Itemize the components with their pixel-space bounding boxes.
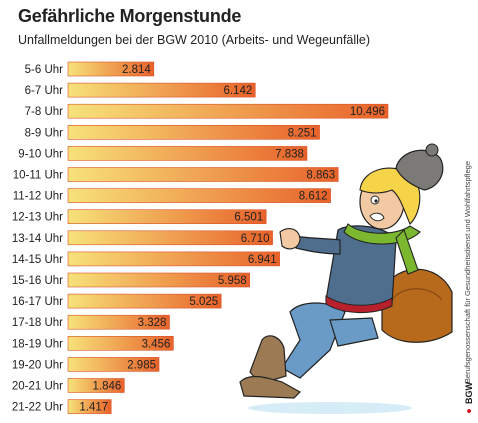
- bar: [67, 335, 174, 351]
- value-label: 5.025: [189, 296, 218, 308]
- bar: [67, 125, 320, 140]
- value-label: 6.941: [248, 254, 277, 266]
- bar: [67, 314, 170, 330]
- value-label: 3.328: [138, 317, 167, 329]
- chart-title: Gefährliche Morgenstunde: [18, 6, 242, 26]
- bar: [67, 188, 331, 203]
- category-label: 10-11 Uhr: [13, 170, 63, 182]
- category-label: 12-13 Uhr: [12, 212, 63, 224]
- bar: [67, 61, 155, 77]
- value-label: 6.501: [234, 212, 263, 224]
- bar: [67, 103, 389, 119]
- category-label: 15-16 Uhr: [12, 275, 63, 287]
- category-label: 8-9 Uhr: [25, 127, 64, 139]
- value-label: 2.985: [127, 359, 156, 371]
- category-label: 16-17 Uhr: [12, 296, 63, 308]
- value-label: 6.142: [223, 85, 252, 97]
- value-label: 7.838: [275, 148, 304, 160]
- credit-text: Berufsgenossenschaft für Gesundheitsdien…: [463, 160, 472, 383]
- category-label: 20-21 Uhr: [12, 381, 63, 393]
- category-label: 6-7 Uhr: [25, 85, 64, 97]
- value-label: 8.251: [288, 127, 317, 139]
- bar: [67, 378, 125, 393]
- bar: [67, 167, 339, 182]
- bar: [67, 357, 160, 372]
- bar: [67, 251, 280, 267]
- slipping-person-illustration: [239, 143, 453, 414]
- category-label: 21-22 Uhr: [12, 402, 63, 414]
- value-label: 1.846: [92, 381, 121, 393]
- logo-text: BGW: [464, 382, 474, 405]
- bar: [67, 230, 273, 246]
- category-label: 9-10 Uhr: [18, 148, 63, 160]
- bar: [67, 146, 308, 161]
- value-label: 6.710: [241, 233, 270, 245]
- value-label: 8.863: [306, 170, 335, 182]
- bar: [67, 293, 222, 309]
- category-label: 14-15 Uhr: [12, 254, 63, 266]
- category-label: 19-20 Uhr: [12, 359, 63, 371]
- value-label: 3.456: [142, 338, 171, 350]
- bar: [67, 82, 256, 98]
- bar: [67, 272, 250, 288]
- category-label: 13-14 Uhr: [12, 233, 63, 245]
- category-label: 18-19 Uhr: [12, 338, 63, 350]
- value-label: 5.958: [218, 275, 247, 287]
- category-label: 17-18 Uhr: [12, 317, 63, 329]
- bgw-logo: ● BGW: [464, 382, 474, 417]
- category-label: 11-12 Uhr: [13, 191, 63, 203]
- bar: [67, 399, 112, 414]
- value-label: 10.496: [350, 106, 385, 118]
- category-label: 7-8 Uhr: [25, 106, 64, 118]
- logo-mark-icon: ●: [464, 407, 474, 417]
- bar: [67, 209, 267, 224]
- chart-subtitle: Unfallmeldungen bei der BGW 2010 (Arbeit…: [18, 33, 371, 47]
- value-label: 8.612: [299, 191, 328, 203]
- value-label: 2.814: [122, 64, 151, 76]
- value-label: 1.417: [79, 402, 108, 414]
- category-label: 5-6 Uhr: [25, 64, 64, 76]
